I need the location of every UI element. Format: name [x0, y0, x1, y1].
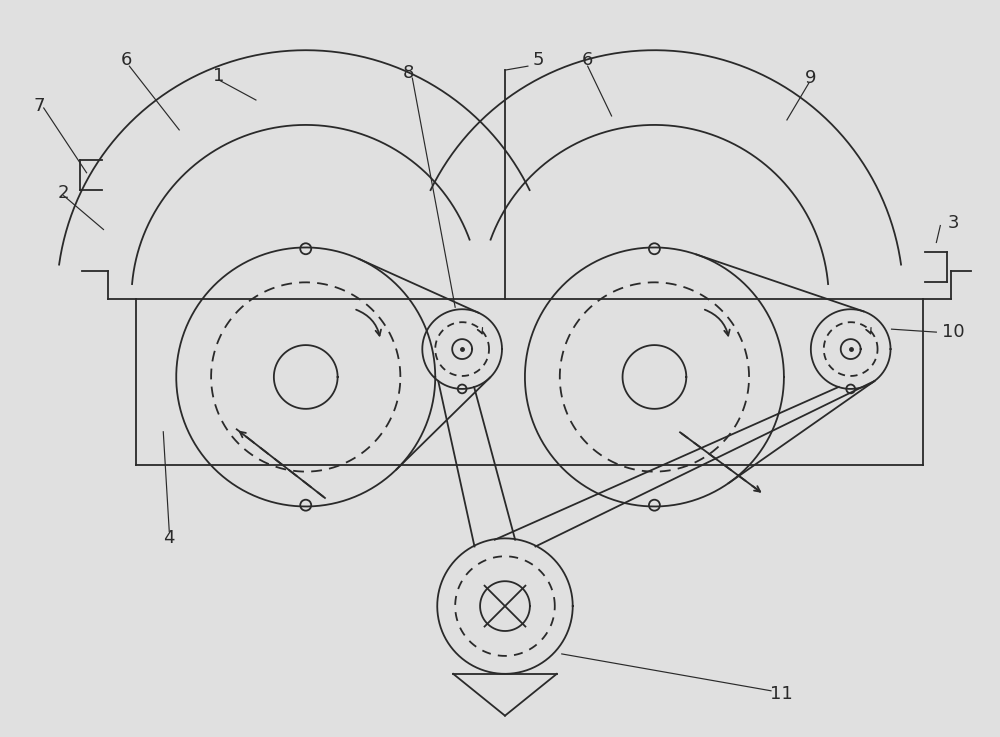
Text: 5: 5 — [532, 51, 544, 69]
Text: 10: 10 — [942, 323, 965, 341]
Text: 4: 4 — [164, 529, 175, 548]
Text: 11: 11 — [770, 685, 792, 703]
Text: 9: 9 — [805, 69, 817, 87]
Text: 1: 1 — [213, 67, 225, 85]
Text: 6: 6 — [121, 51, 132, 69]
Text: 3: 3 — [948, 214, 959, 231]
Text: 8: 8 — [403, 64, 414, 82]
Text: 6: 6 — [582, 51, 593, 69]
Text: 2: 2 — [58, 184, 69, 202]
Text: 7: 7 — [34, 97, 45, 115]
